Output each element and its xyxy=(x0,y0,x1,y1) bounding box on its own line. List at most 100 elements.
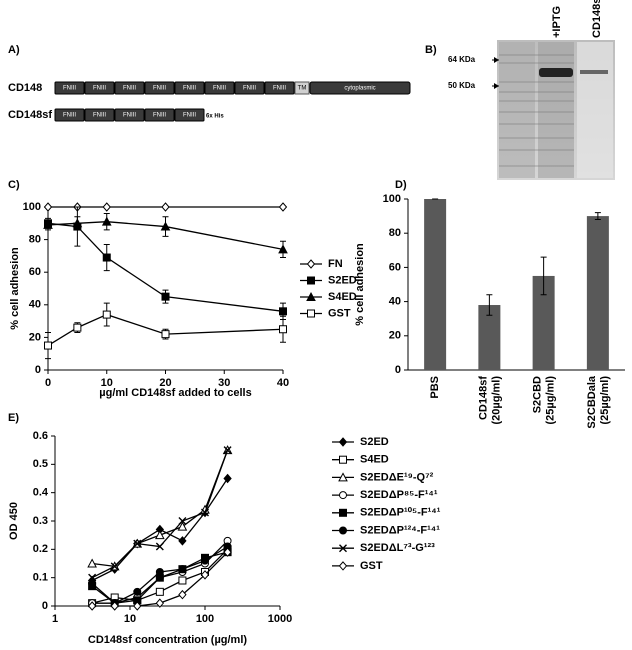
domain-label: FNIII xyxy=(153,86,166,92)
marker xyxy=(87,601,97,611)
y-tick-label: 0 xyxy=(395,364,401,376)
domain-label: FNIII xyxy=(123,113,136,119)
marker xyxy=(161,330,170,339)
domain-box xyxy=(54,81,85,95)
marker xyxy=(155,542,164,551)
x-axis-label: CD148sf concentration (µg/ml) xyxy=(88,634,247,646)
marker xyxy=(87,558,97,568)
domain-label: FNIII xyxy=(123,86,136,92)
marker xyxy=(43,219,53,229)
x-tick-label: (20µg/ml) xyxy=(490,376,502,425)
domain-label: FNIII xyxy=(63,86,76,92)
error-bar xyxy=(540,256,547,296)
domain-box xyxy=(174,108,205,122)
error-bar xyxy=(594,212,601,221)
legend-marker xyxy=(339,508,347,517)
legend-marker xyxy=(339,491,347,500)
marker xyxy=(223,446,232,455)
marker xyxy=(72,218,83,228)
y-tick-label: 0.5 xyxy=(33,458,48,470)
bar xyxy=(532,275,555,370)
cytoplasmic-label: cytoplasmic xyxy=(344,86,375,92)
marker xyxy=(155,587,164,596)
domain-box xyxy=(204,81,235,95)
x-tick-label: S2CBD xyxy=(532,376,544,413)
y-axis-label: OD 450 xyxy=(8,502,20,540)
marker xyxy=(43,202,53,212)
legend-marker xyxy=(306,291,316,301)
marker xyxy=(110,601,119,611)
x-axis-label: µg/ml CD148sf added to cells xyxy=(99,387,251,399)
legend-marker xyxy=(339,455,347,464)
legend-label: S4ED xyxy=(360,454,389,466)
bar xyxy=(424,199,447,370)
marker xyxy=(73,323,82,332)
marker xyxy=(200,570,210,580)
marker xyxy=(279,307,287,316)
domain-label: FNIII xyxy=(153,113,166,119)
x-tick-label: 0 xyxy=(45,377,51,389)
domain-box xyxy=(144,81,175,95)
domain-label: FNIII xyxy=(213,86,226,92)
y-tick-label: 0.1 xyxy=(33,572,48,584)
series xyxy=(44,302,287,360)
y-tick-label: 80 xyxy=(389,227,401,239)
x-tick-label: CD148sf xyxy=(477,376,489,420)
lane-label: CD148sf xyxy=(591,0,603,38)
x-tick-label: 1000 xyxy=(268,613,292,625)
lane-label: +IPTG xyxy=(551,6,563,38)
gel-image xyxy=(492,40,615,180)
marker xyxy=(201,508,209,517)
series xyxy=(87,547,232,611)
x-tick-label: (25µg/ml) xyxy=(599,376,611,425)
series xyxy=(43,213,288,259)
legend-label: S2ED xyxy=(328,274,357,286)
x-tick-label: (25µg/ml) xyxy=(545,376,557,425)
domain-box xyxy=(144,108,175,122)
x-tick-label: 10 xyxy=(124,613,136,625)
y-tick-label: 0.2 xyxy=(33,543,48,555)
domain-label: FNIII xyxy=(273,86,286,92)
y-tick-label: 60 xyxy=(29,266,41,278)
x-tick-label: 100 xyxy=(196,613,214,625)
marker xyxy=(88,573,97,582)
marker xyxy=(278,202,288,212)
y-tick-label: 100 xyxy=(383,193,401,205)
y-axis-label: % cell adhesion xyxy=(354,243,366,326)
y-tick-label: 20 xyxy=(29,331,41,343)
domain-label: FNIII xyxy=(93,113,106,119)
marker xyxy=(44,341,52,350)
marker xyxy=(161,292,170,301)
series xyxy=(87,445,233,571)
marker-label: 50 KDa xyxy=(448,81,476,90)
marker xyxy=(178,565,187,574)
x-tick-label: 1 xyxy=(52,613,58,625)
x-tick-label: PBS xyxy=(429,376,441,399)
error-bar xyxy=(486,294,493,316)
series xyxy=(43,202,288,212)
marker xyxy=(133,539,142,548)
panel-label: C) xyxy=(8,179,20,191)
protein-name: CD148 xyxy=(8,82,42,94)
tag-label: 6x His xyxy=(206,114,224,120)
legend-marker xyxy=(338,437,348,447)
legend-label: GST xyxy=(360,560,383,572)
legend-label: S4ED xyxy=(328,291,357,303)
marker xyxy=(110,562,119,571)
legend-label: S2EDΔL⁷³-G¹²³ xyxy=(360,542,435,554)
marker xyxy=(178,576,187,585)
marker xyxy=(88,579,97,588)
y-tick-label: 0.6 xyxy=(33,430,48,442)
legend-marker xyxy=(339,544,347,553)
marker xyxy=(223,547,232,557)
legend-label: FN xyxy=(328,258,343,270)
marker xyxy=(155,568,164,576)
legend-marker xyxy=(338,472,348,482)
marker xyxy=(178,536,187,546)
domain-label: FNIII xyxy=(63,113,76,119)
series xyxy=(88,446,232,582)
x-tick-label: 20 xyxy=(159,377,171,389)
protein-name: CD148sf xyxy=(8,109,52,121)
domain-box xyxy=(114,81,145,95)
